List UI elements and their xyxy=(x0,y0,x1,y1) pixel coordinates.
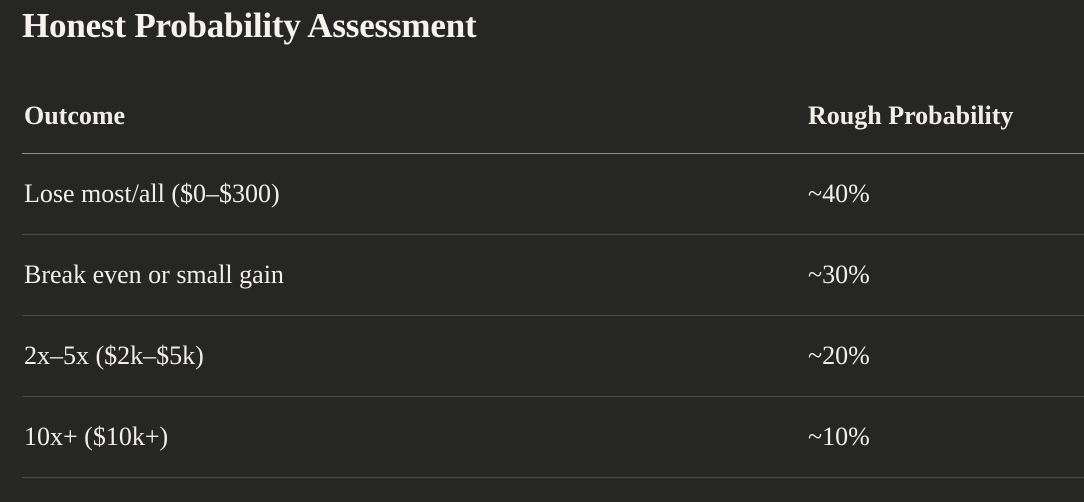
probability-table: Outcome Rough Probability Lose most/all … xyxy=(22,80,1084,478)
outcome-cell: 10x+ ($10k+) xyxy=(22,396,806,478)
table-row: Lose most/all ($0–$300) ~40% xyxy=(22,153,1084,235)
header-outcome: Outcome xyxy=(22,80,806,154)
table-row: 2x–5x ($2k–$5k) ~20% xyxy=(22,315,1084,397)
section-title: Honest Probability Assessment xyxy=(22,6,477,45)
outcome-cell: Break even or small gain xyxy=(22,234,806,316)
table-row: 10x+ ($10k+) ~10% xyxy=(22,396,1084,478)
outcome-cell: Lose most/all ($0–$300) xyxy=(22,153,806,235)
probability-cell: ~30% xyxy=(806,234,1084,316)
probability-cell: ~20% xyxy=(806,315,1084,397)
probability-cell: ~10% xyxy=(806,396,1084,478)
probability-cell: ~40% xyxy=(806,153,1084,235)
table-row: Break even or small gain ~30% xyxy=(22,234,1084,316)
table-header-row: Outcome Rough Probability xyxy=(22,80,1084,154)
outcome-cell: 2x–5x ($2k–$5k) xyxy=(22,315,806,397)
header-probability: Rough Probability xyxy=(806,80,1084,154)
